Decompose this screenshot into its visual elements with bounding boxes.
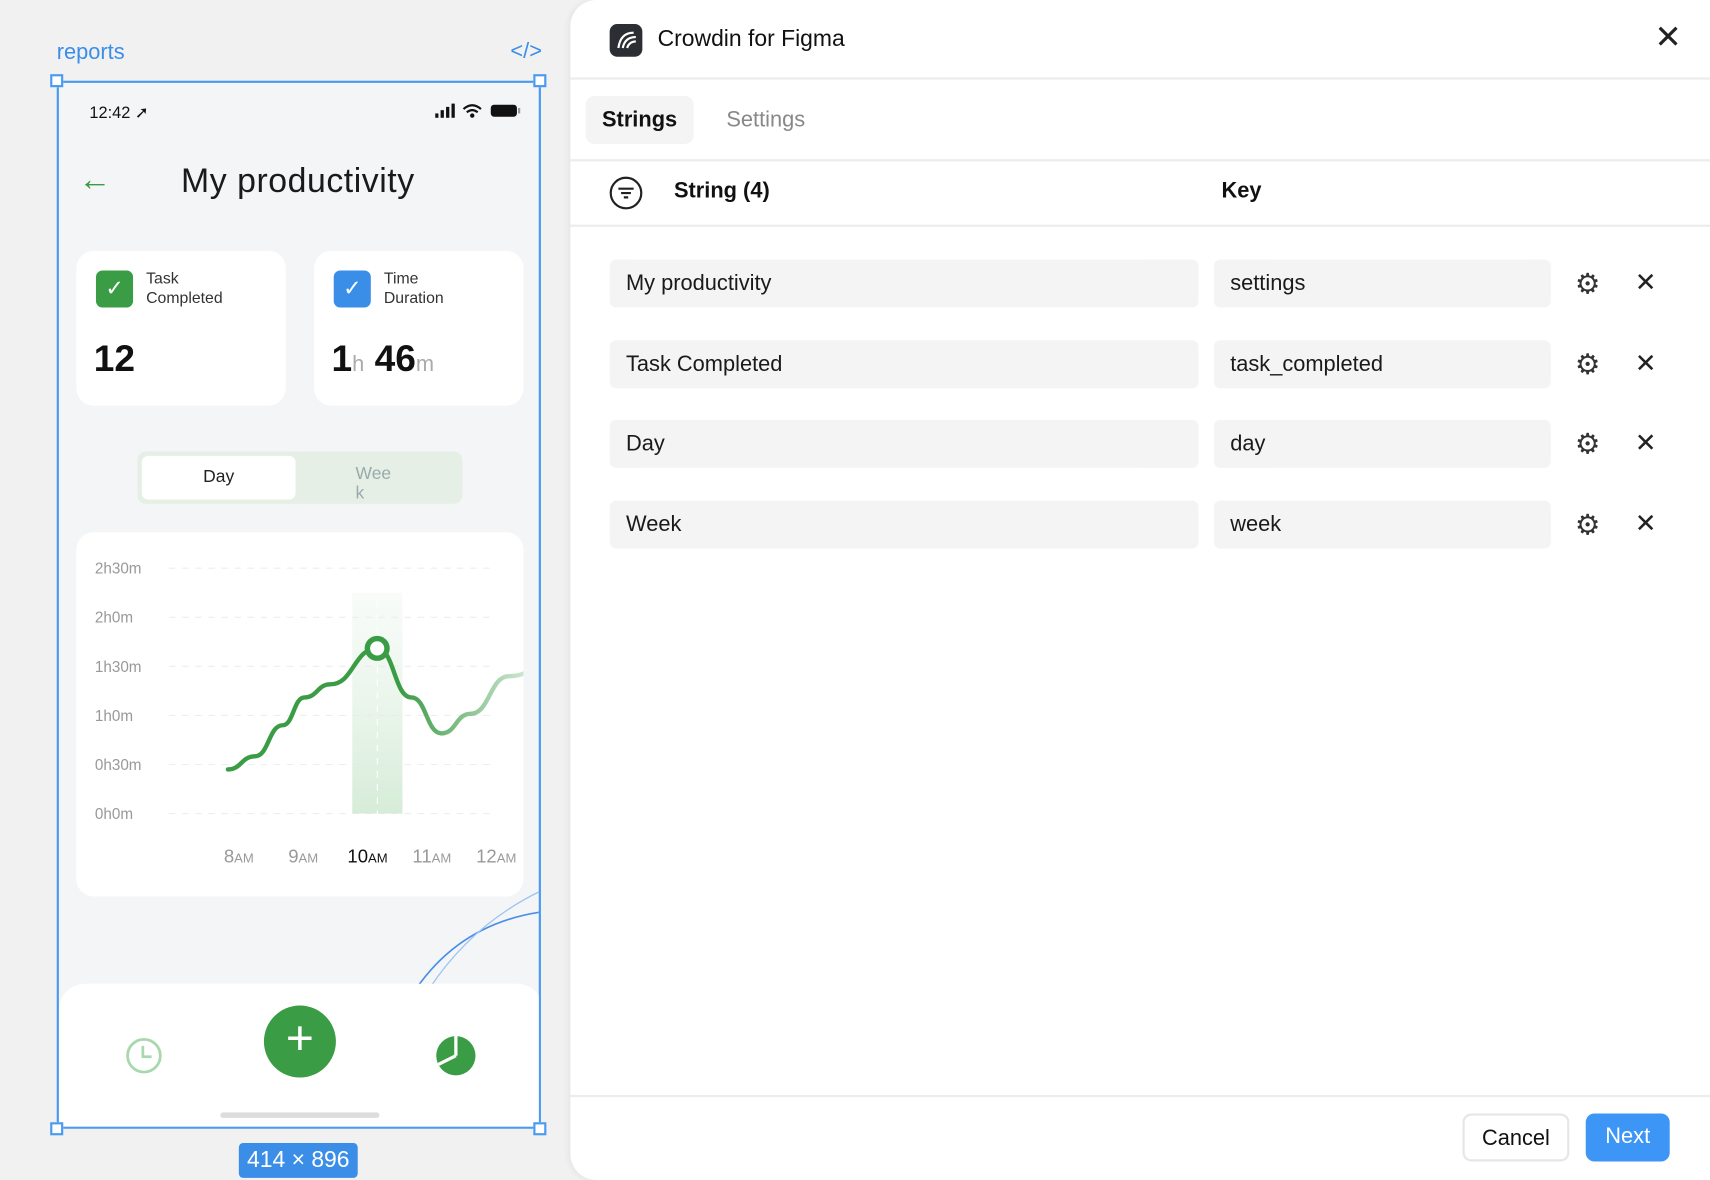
y-tick-label: 1h0m <box>95 708 133 725</box>
key-input[interactable]: settings <box>1213 259 1551 308</box>
divider <box>570 224 1710 227</box>
y-tick-label: 2h30m <box>95 561 142 578</box>
add-button[interactable]: + <box>263 1005 336 1078</box>
gear-icon[interactable]: ⚙ <box>1574 427 1601 461</box>
task-count: 12 <box>93 338 136 380</box>
x-tick-label: 8AM <box>224 846 254 867</box>
close-icon[interactable]: ✕ <box>1654 19 1682 56</box>
back-arrow-icon[interactable]: ← <box>78 161 112 198</box>
key-input[interactable]: week <box>1213 500 1551 549</box>
x-tick-label: 10AM <box>347 846 387 867</box>
card-label: Time Duration <box>384 269 444 308</box>
label-line: Completed <box>146 290 223 308</box>
y-tick-label: 0h30m <box>95 757 142 774</box>
period-segmented-control: Day Wee k <box>137 451 463 504</box>
string-row: Week week ⚙ ✕ <box>570 500 1710 549</box>
plugin-title: Crowdin for Figma <box>657 26 845 52</box>
check-icon: ✓ <box>95 270 134 308</box>
filter-icon[interactable] <box>609 176 643 210</box>
frame-label[interactable]: reports <box>56 40 125 65</box>
pie-chart-icon[interactable] <box>434 1034 478 1078</box>
resize-handle[interactable] <box>50 1122 64 1136</box>
card-label: Task Completed <box>146 269 222 308</box>
x-tick-label: 9AM <box>288 846 318 867</box>
minutes-unit: m <box>415 352 435 377</box>
location-icon: ➚ <box>134 103 149 123</box>
phone-frame[interactable]: 12:42 ➚ ← My productivity ✓ Task Complete… <box>56 80 541 1129</box>
hours: 1 <box>331 338 353 380</box>
frame-size-badge: 414 × 896 <box>238 1142 358 1178</box>
time-duration-card: ✓ Time Duration 1h 46m <box>314 250 524 406</box>
crowdin-plugin-panel: Crowdin for Figma ✕ Strings Settings Str… <box>570 0 1710 1180</box>
string-row: My productivity settings ⚙ ✕ <box>570 259 1710 308</box>
time-text: 12:42 <box>89 103 131 123</box>
gear-icon[interactable]: ⚙ <box>1574 267 1601 300</box>
tab-settings[interactable]: Settings <box>726 107 806 132</box>
key-input[interactable]: day <box>1213 419 1551 468</box>
label-line: Time <box>383 270 419 288</box>
key-input[interactable]: task_completed <box>1213 339 1551 388</box>
selected-hour-band <box>352 592 403 814</box>
home-indicator <box>220 1112 380 1118</box>
productivity-line-chart: 0h0m 0h30m 1h0m 1h30m 2h0m 2h30m 8AM 9AM 10AM 11A… <box>95 561 539 867</box>
chart-card: 0h0m 0h30m 1h0m 1h30m 2h0m 2h30m 8AM 9AM 10AM 11A… <box>76 532 539 897</box>
tab-strings[interactable]: Strings <box>585 95 694 144</box>
check-icon: ✓ <box>333 270 371 308</box>
string-input[interactable]: Week <box>609 500 1199 549</box>
gear-icon[interactable]: ⚙ <box>1574 347 1601 381</box>
task-completed-card: ✓ Task Completed 12 <box>76 250 286 406</box>
week-line: k <box>355 484 365 503</box>
x-tick-label: 12AM <box>476 846 516 867</box>
label-line: Duration <box>383 290 444 308</box>
string-input[interactable]: Task Completed <box>609 339 1199 388</box>
y-tick-label: 2h0m <box>95 610 133 627</box>
status-icons <box>435 103 522 124</box>
remove-icon[interactable]: ✕ <box>1634 348 1657 378</box>
segment-week[interactable]: Wee k <box>356 465 400 504</box>
divider <box>570 159 1710 162</box>
key-column-header: Key <box>1221 178 1262 203</box>
week-line: Wee <box>355 464 392 484</box>
hours-unit: h <box>352 352 365 377</box>
figma-canvas: reports </> 12:42 ➚ ← My productivity ✓ … <box>0 0 611 1180</box>
gear-icon[interactable]: ⚙ <box>1574 507 1601 541</box>
string-column-header[interactable]: String (4) <box>673 178 770 203</box>
string-row: Task Completed task_completed ⚙ ✕ <box>570 339 1710 388</box>
screen-title: My productivity <box>181 161 415 200</box>
y-tick-label: 0h0m <box>95 806 133 823</box>
resize-handle[interactable] <box>533 1122 547 1136</box>
clock-icon[interactable] <box>124 1036 163 1075</box>
string-input[interactable]: My productivity <box>609 259 1199 308</box>
y-tick-label: 1h30m <box>95 659 142 676</box>
signal-wifi-battery-icon <box>435 103 521 118</box>
segment-day[interactable]: Day <box>141 455 296 500</box>
remove-icon[interactable]: ✕ <box>1634 268 1657 298</box>
resize-handle[interactable] <box>50 74 64 88</box>
divider <box>570 77 1710 80</box>
minutes: 46 <box>374 338 416 380</box>
resize-handle[interactable] <box>533 74 547 88</box>
code-icon[interactable]: </> <box>510 39 542 64</box>
decorative-curves <box>415 891 539 989</box>
x-tick-label: 11AM <box>412 846 451 867</box>
next-button[interactable]: Next <box>1585 1113 1670 1162</box>
string-input[interactable]: Day <box>609 419 1199 468</box>
remove-icon[interactable]: ✕ <box>1634 428 1657 459</box>
label-line: Task <box>146 270 179 288</box>
remove-icon[interactable]: ✕ <box>1634 508 1657 539</box>
divider <box>570 1094 1710 1098</box>
peak-marker <box>364 635 390 661</box>
cancel-button[interactable]: Cancel <box>1462 1113 1570 1162</box>
duration-value: 1h 46m <box>332 338 435 381</box>
crowdin-logo-icon <box>609 23 643 57</box>
bottom-nav: + <box>58 983 539 1127</box>
string-row: Day day ⚙ ✕ <box>570 419 1710 468</box>
status-time: 12:42 ➚ <box>89 103 148 123</box>
